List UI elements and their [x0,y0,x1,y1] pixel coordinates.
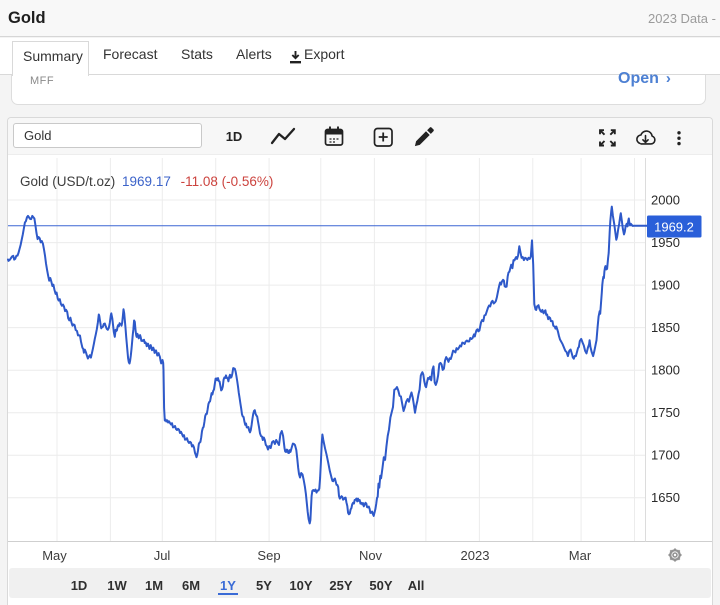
svg-text:2023: 2023 [461,548,490,563]
svg-text:1650: 1650 [651,490,680,505]
svg-text:May: May [42,548,67,563]
svg-text:1700: 1700 [651,448,680,463]
svg-text:1800: 1800 [651,363,680,378]
svg-text:2000: 2000 [651,193,680,208]
svg-text:1900: 1900 [651,278,680,293]
svg-text:Gold (USD/t.oz) 1969.17 -11.08: Gold (USD/t.oz) 1969.17 -11.08 (-0.56%) [20,174,273,189]
svg-text:1850: 1850 [651,320,680,335]
svg-text:Nov: Nov [359,548,383,563]
svg-text:Mar: Mar [569,548,592,563]
svg-text:1750: 1750 [651,405,680,420]
svg-text:Jul: Jul [154,548,171,563]
svg-text:1969.2: 1969.2 [654,220,694,235]
svg-text:Sep: Sep [257,548,280,563]
svg-text:1950: 1950 [651,235,680,250]
